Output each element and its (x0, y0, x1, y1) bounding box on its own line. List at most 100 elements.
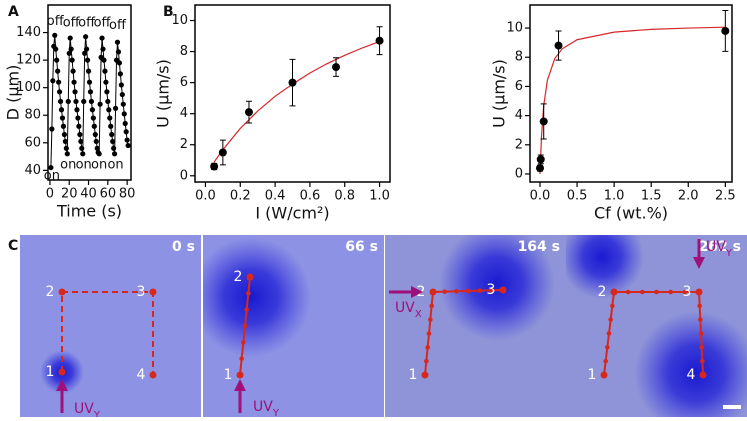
x-tick-label: 0.0 (530, 189, 551, 204)
annotation: on (91, 157, 107, 172)
y-tick-label: 4 (180, 106, 188, 121)
data-point (84, 46, 90, 52)
waypoint (58, 368, 66, 376)
data-point (125, 142, 131, 149)
data-point (94, 145, 100, 151)
data-point (90, 115, 96, 121)
data-point (123, 129, 129, 135)
waypoint (429, 288, 437, 296)
waypoint (421, 371, 429, 379)
uv-label: UVY (253, 399, 280, 417)
x-tick-label: 1.0 (604, 189, 625, 204)
data-point (78, 138, 84, 145)
waypoint-label: 1 (409, 367, 418, 383)
x-tick-label: 80 (119, 187, 136, 202)
data-point (56, 89, 63, 95)
data-point (79, 145, 85, 151)
path-dot (241, 340, 246, 345)
waypoint (695, 288, 703, 296)
data-point (60, 123, 67, 129)
fit-curve (213, 40, 380, 163)
data-point (68, 46, 74, 52)
data-point (120, 101, 126, 107)
data-point (84, 57, 91, 63)
data-point (65, 98, 71, 105)
x-axis-label: Cf (wt.%) (594, 204, 668, 223)
timestamp: 262 s (699, 239, 741, 255)
y-axis-label: U (μm/s) (154, 59, 173, 128)
data-point (99, 35, 105, 41)
data-point (114, 39, 121, 45)
data-point (108, 123, 114, 129)
y-tick-label: 40 (24, 163, 41, 178)
path-dot (610, 303, 615, 309)
particle-cluster (634, 311, 747, 417)
data-point (82, 50, 88, 56)
path-dot (477, 288, 482, 293)
y-tick-label: 10 (171, 13, 188, 28)
annotation: on (76, 157, 92, 172)
data-point (76, 123, 82, 129)
data-point (124, 137, 130, 143)
data-point (112, 105, 119, 111)
data-point (72, 89, 78, 95)
panel-label: A (8, 4, 19, 20)
data-point (73, 98, 79, 105)
data-point (107, 115, 113, 121)
y-tick-label: 8 (180, 44, 188, 59)
data-point (62, 138, 68, 145)
data-point (75, 115, 81, 121)
data-point (61, 131, 68, 138)
uv-label: UVY (74, 401, 101, 417)
annotation: off (78, 15, 96, 30)
plot-frame (194, 4, 391, 183)
path-dot (606, 331, 612, 336)
path-dot (608, 317, 613, 322)
waypoint-label: 1 (46, 364, 55, 380)
path-dot (668, 289, 673, 295)
y-tick-label: 8 (515, 50, 523, 65)
x-tick-label: 40 (80, 187, 97, 202)
waypoint (499, 286, 507, 294)
data-point (100, 46, 106, 52)
data-point (218, 148, 227, 157)
data-point (536, 155, 545, 164)
path-dot (603, 358, 608, 364)
data-point (536, 164, 545, 173)
data-point (54, 57, 60, 63)
uv-axis: Y (272, 408, 280, 418)
waypoint-label: 2 (234, 269, 243, 285)
y-tick-label: 6 (515, 79, 523, 94)
scale-bar (723, 405, 741, 409)
uv-text: UV (706, 239, 726, 255)
data-point (102, 68, 108, 74)
data-point (89, 107, 95, 113)
uv-text: UV (253, 399, 273, 415)
path-dot (454, 289, 459, 294)
waypoint (600, 371, 608, 379)
data-point (58, 107, 65, 113)
waypoint (236, 371, 244, 379)
panel-label: C (8, 238, 18, 254)
data-point (244, 108, 253, 117)
waypoint-label: 2 (46, 284, 55, 300)
y-axis-label: D (μm) (4, 65, 23, 121)
data-point (49, 126, 55, 132)
waypoint (149, 371, 157, 379)
data-point (57, 98, 64, 105)
data-point (103, 79, 109, 85)
data-point (86, 79, 93, 85)
data-point (66, 50, 72, 56)
photo-frame: 1 2 3 4 0 s UVY (20, 235, 201, 417)
y-tick-label: 10 (506, 21, 523, 36)
data-point (96, 151, 102, 157)
x-tick-label: 1.5 (641, 189, 662, 204)
annotation: off (94, 15, 112, 30)
data-point (121, 111, 127, 117)
data-point (119, 91, 125, 98)
x-tick-label: 60 (100, 187, 117, 202)
annotation: off (47, 14, 65, 29)
data-point (93, 138, 99, 145)
y-tick-label: 0 (515, 166, 523, 181)
